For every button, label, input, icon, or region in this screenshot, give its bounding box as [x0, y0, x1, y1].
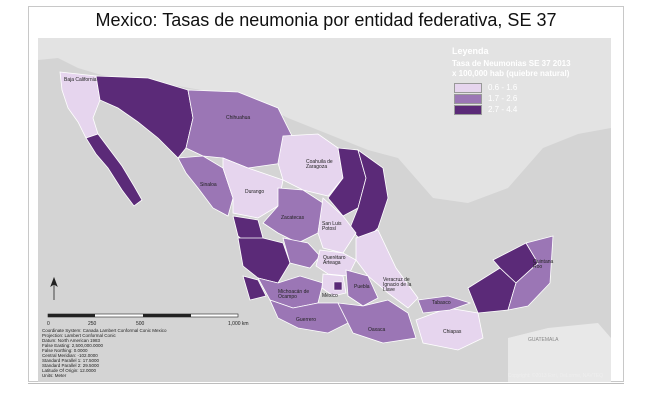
label-durango: Durango: [245, 189, 265, 195]
scale-bar-seg2: [143, 314, 191, 317]
state-veracruz: [355, 229, 419, 309]
state-quintana-roo: [507, 235, 554, 311]
state-durango: [222, 157, 284, 219]
label-baja-california: Baja California: [64, 77, 97, 83]
state-jalisco: [237, 237, 291, 284]
coord-line: Datum: North American 1983: [42, 338, 101, 343]
legend-subtitle-1: Tasa de Neumonias SE 37 2013: [452, 59, 571, 68]
legend-swatch-2: [454, 93, 482, 104]
usa-land: [38, 38, 611, 203]
label-sinaloa: Sinaloa: [200, 182, 217, 188]
label-zacatecas: Zacatecas: [281, 215, 305, 221]
scale-label-500: 500: [136, 321, 145, 327]
coord-line: Coordinate System: Canada Lambert Confor…: [42, 328, 167, 333]
coord-line: Projection: Lambert Conformal Conic: [42, 333, 116, 338]
label-chihuahua: Chihuahua: [226, 115, 251, 121]
coord-line: Units: Meter: [42, 373, 67, 378]
scale-label-1000: 1,000 km: [228, 321, 249, 327]
figure-frame: Mexico: Tasas de neumonia por entidad fe…: [28, 6, 624, 382]
bottom-divider: [28, 383, 624, 384]
label-guatemala: GUATEMALA: [528, 337, 559, 343]
scale-label-250: 250: [88, 321, 97, 327]
legend-label-2: 1.7 - 2.6: [488, 93, 518, 103]
legend-label-3: 2.7 - 4.4: [488, 104, 518, 114]
state-guanajuato: [282, 237, 321, 269]
label-veracruz: Veracruz de Ignacio de la Llave: [383, 277, 412, 293]
label-quintana-roo: Quintana Roo: [533, 259, 554, 270]
label-puebla: Puebla: [354, 284, 370, 290]
scale-label-0: 0: [47, 321, 50, 327]
coord-line: Standard Parallel 1: 17.5000: [42, 358, 100, 363]
state-coahuila: [277, 133, 344, 197]
coord-line: False Northing: 0.0000: [42, 348, 88, 353]
label-chiapas: Chiapas: [443, 329, 462, 335]
label-oaxaca: Oaxaca: [368, 327, 386, 333]
coordinate-system-text: Coordinate System: Canada Lambert Confor…: [42, 328, 202, 378]
label-michoacan: Michoacán de Ocampo: [278, 289, 310, 300]
map-panel[interactable]: Leyenda Tasa de Neumonias SE 37 2013 x 1…: [38, 38, 611, 382]
state-colima: [242, 275, 267, 301]
copyright-text: Copyright: ©2013 Esri, DeLorme, NAVTEQ: [507, 373, 603, 379]
state-puebla: [345, 269, 379, 307]
label-tabasco: Tabasco: [432, 300, 451, 306]
legend-row-3: 2.7 - 4.4: [454, 104, 608, 115]
label-san-luis: San Luis Potosí: [322, 221, 342, 232]
mexico-map: [38, 38, 611, 382]
legend-heading: Leyenda: [452, 46, 489, 56]
state-baja-california-sur: [85, 133, 143, 207]
state-oaxaca: [337, 299, 417, 344]
map-title: Mexico: Tasas de neumonia por entidad fe…: [95, 10, 557, 30]
north-arrow-icon: [50, 276, 58, 300]
label-queretaro: Querétaro Arteaga: [323, 255, 346, 266]
legend-label-1: 0.6 - 1.6: [488, 82, 518, 92]
state-distrito-federal: [333, 281, 343, 291]
scale-bar-seg1: [48, 314, 95, 317]
coord-line: False Easting: 2,500,000.0000: [42, 343, 104, 348]
legend-row-1: 0.6 - 1.6: [454, 82, 608, 93]
coord-line: Latitude Of Origin: 12.0000: [42, 368, 97, 373]
legend-swatch-1: [454, 82, 482, 93]
state-sinaloa: [177, 155, 234, 217]
label-guerrero: Guerrero: [296, 317, 317, 323]
label-coahuila: Coahuila de Zaragoza: [306, 159, 333, 170]
legend-subtitle-2: x 100,000 hab (quiebre natural): [452, 69, 570, 78]
coord-line: Central Meridian: -102.0000: [42, 353, 98, 358]
state-tabasco: [417, 295, 472, 314]
label-mexico: México: [322, 293, 338, 299]
legend-row-2: 1.7 - 2.6: [454, 93, 608, 104]
central-america-land: [508, 323, 611, 382]
legend: Leyenda Tasa de Neumonias SE 37 2013 x 1…: [452, 46, 608, 115]
coord-line: Standard Parallel 2: 29.5000: [42, 363, 100, 368]
legend-swatch-3: [454, 104, 482, 115]
